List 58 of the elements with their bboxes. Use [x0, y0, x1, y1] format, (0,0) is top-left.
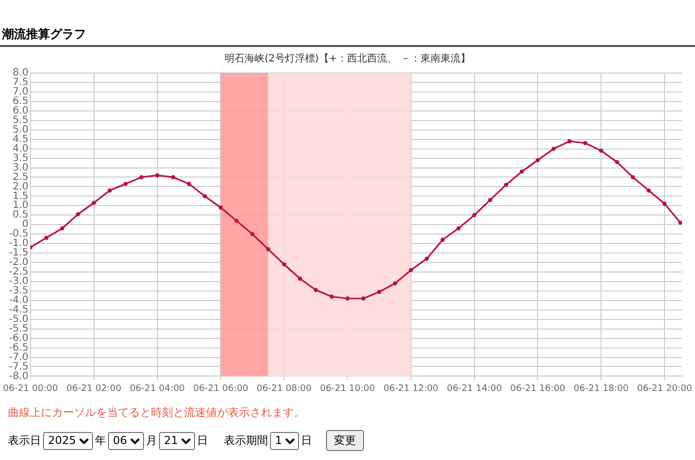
text: 日 — [301, 433, 312, 448]
chart-title: 潮流推算グラフ — [0, 0, 695, 47]
y-tick-label: 3.5 — [12, 152, 28, 164]
text: 年 — [95, 433, 106, 448]
x-tick-label: 06-21 10:00 — [320, 384, 376, 394]
x-tick-label: 06-21 12:00 — [383, 384, 439, 394]
text: 表示日 — [8, 433, 41, 448]
y-tick-label: -3.0 — [8, 276, 28, 288]
x-tick-label: 06-21 02:00 — [66, 384, 122, 394]
text: 表示期間 — [224, 433, 268, 448]
y-tick-label: -5.5 — [8, 323, 28, 334]
y-tick-label: 4.0 — [12, 143, 28, 154]
dropdown-field: 06 — [108, 432, 144, 450]
y-tick-label: -8.0 — [8, 370, 28, 382]
y-tick-label: -1.0 — [8, 238, 28, 250]
y-tick-label: 0.5 — [12, 210, 28, 221]
x-tick-label: 06-21 16:00 — [510, 384, 566, 394]
y-tick-label: 2.0 — [12, 181, 28, 192]
y-tick-label: 6.5 — [12, 96, 28, 108]
y-tick-label: -1.5 — [8, 248, 28, 259]
y-tick-label: -7.0 — [8, 352, 28, 363]
y-tick-label: -5.0 — [8, 314, 28, 325]
y-tick-label: 3.0 — [12, 162, 28, 174]
y-tick-label: 5.0 — [12, 124, 28, 136]
x-tick-label: 06-21 14:00 — [446, 384, 502, 394]
dropdown-field: 21 — [159, 432, 195, 450]
y-tick-label: 8.0 — [12, 68, 28, 79]
y-tick-label: 0 — [22, 219, 28, 230]
y-tick-label: 7.0 — [12, 86, 28, 98]
y-tick-label: 4.5 — [12, 134, 28, 145]
change-button: 変更 — [326, 430, 364, 451]
x-tick-label: 06-21 00:00 — [3, 384, 58, 394]
y-tick-label: 1.0 — [12, 200, 28, 212]
y-tick-label: -4.0 — [8, 294, 28, 306]
y-tick-label: -2.5 — [8, 266, 28, 278]
text: 曲線上にカーソルを当てると時刻と流速値が表示されます。 — [8, 405, 306, 420]
x-tick-label: 06-21 18:00 — [574, 384, 629, 394]
chart-subtitle: 明石海峡(2号灯浮標)【+：西北西流、 －：東南東流】 — [224, 52, 470, 65]
y-tick-label: -6.0 — [8, 332, 28, 344]
y-tick-label: -3.5 — [8, 286, 28, 297]
y-tick-label: -7.5 — [8, 361, 28, 372]
x-tick-label: 06-21 08:00 — [256, 384, 312, 394]
y-tick-label: -4.5 — [8, 304, 28, 316]
y-tick-label: 5.5 — [12, 114, 28, 126]
y-tick-label: -0.5 — [8, 228, 28, 240]
dropdown-field: 2025 — [43, 432, 93, 450]
text: 月 — [146, 433, 157, 448]
y-tick-label: 2.5 — [12, 172, 28, 183]
y-tick-label: 6.0 — [12, 105, 28, 116]
x-tick-label: 06-21 04:00 — [130, 384, 186, 394]
text: 日 — [197, 433, 208, 448]
y-tick-label: 1.5 — [12, 190, 28, 202]
y-tick-label: -2.0 — [8, 257, 28, 268]
dropdown-field: 1 — [270, 432, 299, 450]
y-tick-label: -6.5 — [8, 342, 28, 354]
y-tick-label: 7.5 — [12, 77, 28, 88]
x-tick-label: 06-21 06:00 — [193, 384, 248, 394]
x-tick-label: 06-21 20:00 — [637, 384, 692, 394]
